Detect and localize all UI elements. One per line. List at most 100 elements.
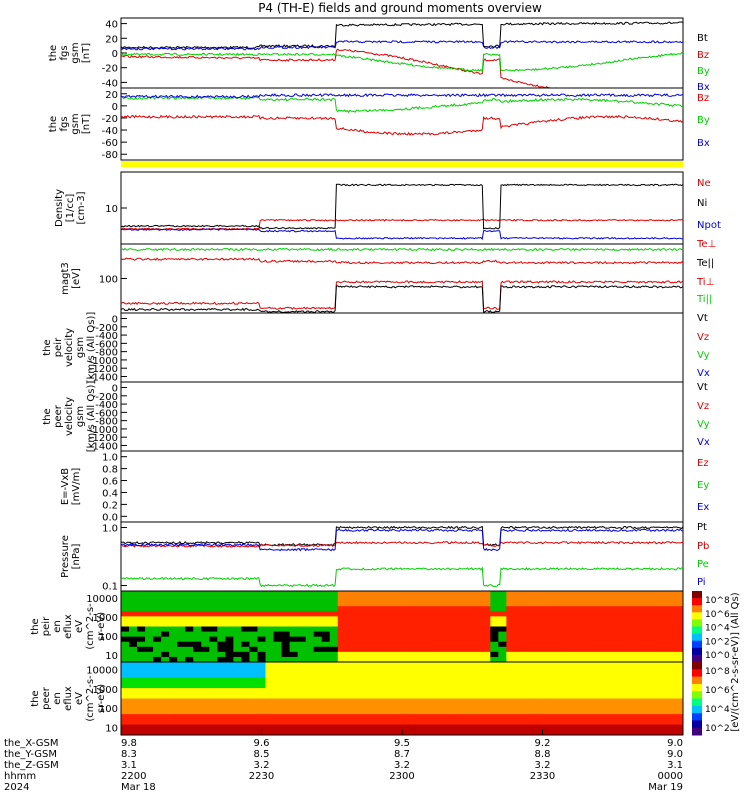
heatmap-cell: [305, 611, 315, 617]
heatmap-cell: [201, 688, 210, 694]
heatmap-cell: [305, 724, 315, 731]
heatmap-cell: [305, 698, 315, 705]
heatmap-cell: [321, 703, 331, 710]
heatmap-cell: [225, 646, 234, 653]
heatmap-cell: [313, 631, 323, 638]
heatmap-cell: [217, 662, 226, 668]
heatmap-cell: [474, 621, 483, 627]
heatmap-cell: [594, 724, 604, 731]
heatmap-cell: [281, 667, 291, 673]
heatmap-cell: [426, 667, 435, 673]
heatmap-cell: [474, 677, 483, 684]
heatmap-cell: [522, 651, 531, 658]
heatmap-cell: [546, 636, 556, 643]
heatmap-cell: [522, 724, 531, 731]
heatmap-cell: [626, 662, 636, 668]
heatmap-cell: [209, 682, 218, 689]
heatmap-cell: [634, 636, 644, 643]
heatmap-cell: [626, 651, 636, 658]
heatmap-cell: [217, 651, 226, 658]
flag-bar: [121, 161, 683, 167]
heatmap-cell: [610, 714, 620, 720]
legend-vz: Vz: [697, 332, 709, 343]
heatmap-cell: [434, 714, 443, 720]
heatmap-cell: [666, 693, 676, 699]
heatmap-cell: [434, 698, 443, 705]
heatmap-cell: [674, 601, 684, 607]
heatmap-cell: [546, 596, 556, 602]
heatmap-cell: [153, 646, 162, 653]
heatmap-cell: [129, 688, 138, 694]
heatmap-cell: [249, 641, 258, 648]
heatmap-cell: [586, 656, 596, 663]
heatmap-cell: [393, 662, 403, 668]
y-axis-label-line: the: [42, 408, 53, 424]
heatmap-cell: [674, 621, 684, 627]
heatmap-cell: [634, 651, 644, 658]
heatmap-cell: [321, 626, 331, 633]
heatmap-cell: [458, 708, 467, 715]
heatmap-cell: [217, 636, 226, 643]
heatmap-cell: [273, 688, 283, 694]
heatmap-cell: [490, 714, 499, 720]
heatmap-cell: [474, 596, 483, 602]
heatmap-cell: [345, 656, 355, 663]
heatmap-cell: [458, 698, 467, 705]
heatmap-cell: [329, 636, 339, 643]
heatmap-cell: [289, 708, 299, 715]
heatmap-cell: [450, 672, 459, 679]
heatmap-cell: [225, 636, 234, 643]
heatmap-cell: [466, 641, 475, 648]
colorbar-segment: [692, 619, 702, 627]
colorbar-segment: [692, 720, 702, 729]
heatmap-cell: [153, 626, 162, 633]
heatmap-cell: [554, 631, 564, 638]
heatmap-cell: [177, 682, 186, 689]
heatmap-cell: [121, 636, 130, 643]
heatmap-cell: [570, 621, 580, 627]
heatmap-cell: [634, 672, 644, 679]
heatmap-cell: [666, 651, 676, 658]
heatmap-cell: [289, 611, 299, 617]
heatmap-cell: [578, 708, 588, 715]
y-axis-label-line: peer: [41, 686, 52, 710]
heatmap-cell: [241, 662, 250, 668]
heatmap-cell: [377, 601, 387, 607]
y-tick-label: 0.2: [102, 500, 118, 511]
heatmap-cell: [297, 651, 307, 658]
heatmap-cell: [289, 688, 299, 694]
heatmap-cell: [610, 616, 620, 622]
heatmap-cell: [145, 626, 154, 633]
heatmap-cell: [233, 641, 242, 648]
legend-ne: Ne: [697, 178, 711, 189]
heatmap-cell: [377, 611, 387, 617]
heatmap-cell: [578, 626, 588, 633]
heatmap-cell: [546, 601, 556, 607]
heatmap-cell: [273, 596, 283, 602]
heatmap-cell: [498, 631, 507, 638]
heatmap-cell: [337, 672, 347, 679]
heatmap-cell: [514, 703, 523, 710]
heatmap-cell: [369, 688, 379, 694]
heatmap-cell: [666, 703, 676, 710]
heatmap-cell: [522, 667, 531, 673]
heatmap-cell: [345, 626, 355, 633]
heatmap-cell: [594, 631, 604, 638]
heatmap-cell: [385, 708, 395, 715]
heatmap-cell: [241, 601, 250, 607]
heatmap-cell: [185, 631, 194, 638]
heatmap-cell: [289, 646, 299, 653]
heatmap-cell: [185, 611, 194, 617]
y-axis-label-line: en: [52, 620, 63, 633]
y-tick-label: 0.8: [102, 465, 118, 476]
heatmap-cell: [658, 662, 668, 668]
heatmap-cell: [225, 729, 234, 736]
heatmap-cell: [329, 672, 339, 679]
heatmap-cell: [161, 682, 170, 689]
heatmap-cell: [674, 693, 684, 699]
heatmap-cell: [321, 601, 331, 607]
heatmap-cell: [377, 651, 387, 658]
heatmap-cell: [313, 698, 323, 705]
heatmap-cell: [393, 703, 403, 710]
heatmap-cell: [177, 698, 186, 705]
